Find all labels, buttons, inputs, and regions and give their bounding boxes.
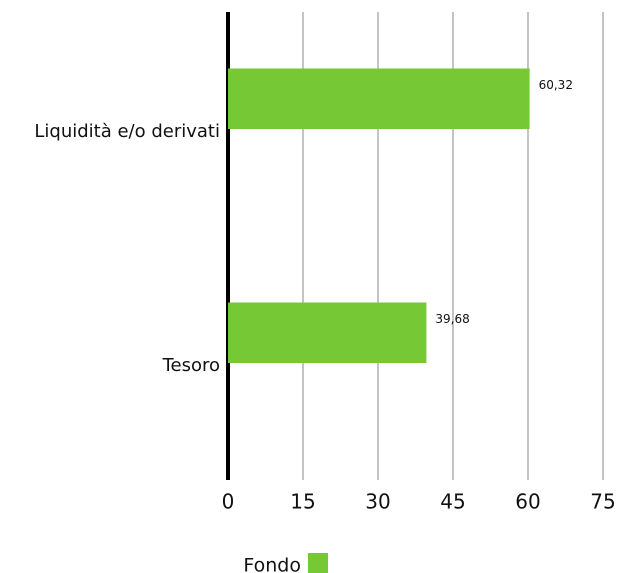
bar — [228, 302, 427, 363]
y-tick-label: Tesoro — [162, 355, 220, 376]
value-label: 39,68 — [435, 312, 469, 326]
x-tick-label: 30 — [365, 490, 390, 514]
x-tick-label: 45 — [440, 490, 465, 514]
x-tick-label: 0 — [222, 490, 235, 514]
y-tick-label: Liquidità e/o derivati — [34, 121, 220, 142]
legend-label: Fondo — [243, 555, 301, 573]
bar — [228, 68, 530, 129]
x-tick-label: 75 — [590, 490, 615, 514]
x-tick-label: 15 — [290, 490, 315, 514]
value-label: 60,32 — [539, 78, 573, 92]
x-tick-label: 60 — [515, 490, 540, 514]
legend-swatch — [308, 553, 328, 573]
